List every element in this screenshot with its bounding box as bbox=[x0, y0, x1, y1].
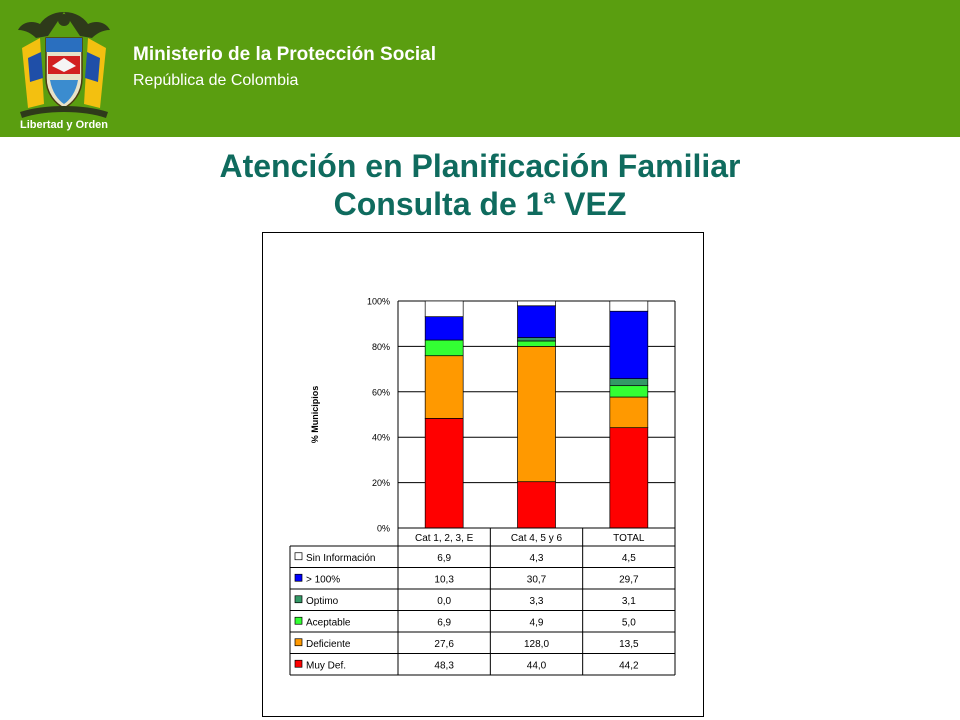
legend-label: Aceptable bbox=[306, 617, 351, 628]
data-value-label: 44,0 bbox=[527, 660, 547, 671]
legend-swatch bbox=[294, 659, 303, 668]
data-value-label: 3,1 bbox=[622, 596, 636, 607]
bar-segment bbox=[424, 339, 464, 357]
x-category-label: TOTAL bbox=[613, 533, 645, 544]
bar-segment bbox=[517, 337, 556, 342]
bar-segment bbox=[609, 300, 649, 312]
y-tick-label: 60% bbox=[372, 387, 390, 397]
legend-swatch bbox=[294, 552, 303, 561]
data-value-label: 29,7 bbox=[619, 574, 639, 585]
data-value-label: 13,5 bbox=[619, 639, 639, 650]
bar-segment bbox=[609, 310, 649, 379]
legend-label: Optimo bbox=[306, 596, 339, 607]
data-value-label: 48,3 bbox=[434, 660, 454, 671]
bar-segment bbox=[609, 385, 649, 398]
ministry-name: Ministerio de la Protección Social bbox=[133, 44, 437, 65]
legend-swatch bbox=[294, 573, 303, 582]
header-banner: Libertad y Orden Ministerio de la Protec… bbox=[0, 0, 960, 137]
data-value-label: 10,3 bbox=[434, 574, 454, 585]
bar-segment bbox=[517, 305, 556, 338]
bar-segment bbox=[424, 316, 464, 341]
data-value-label: 4,3 bbox=[530, 553, 544, 564]
page-title-line1: Atención en Planificación Familiar bbox=[219, 148, 741, 184]
stacked-bar-chart: 0% 20% 40% 60% 80% 100% % Municipios Cat 1, 2, … bbox=[289, 297, 676, 676]
legend-label: Sin Información bbox=[306, 553, 375, 564]
legend-swatch bbox=[294, 638, 303, 647]
legend-label: > 100% bbox=[306, 574, 340, 585]
bar-segment bbox=[609, 427, 649, 529]
data-value-label: 5,0 bbox=[622, 617, 636, 628]
legend-swatch bbox=[294, 616, 303, 625]
y-tick-label: 100% bbox=[367, 297, 390, 307]
data-value-label: 0,0 bbox=[437, 596, 451, 607]
data-value-label: 3,3 bbox=[530, 596, 544, 607]
x-category-label: Cat 4, 5 y 6 bbox=[511, 533, 563, 544]
y-axis-label: % Municipios bbox=[310, 386, 320, 444]
bar-segment bbox=[517, 300, 556, 307]
bar-segment bbox=[517, 346, 556, 483]
x-category-label: Cat 1, 2, 3, E bbox=[415, 533, 474, 544]
data-value-label: 44,2 bbox=[619, 660, 639, 671]
data-value-label: 27,6 bbox=[434, 639, 454, 650]
bar-segment bbox=[517, 340, 556, 347]
data-value-label: 30,7 bbox=[527, 574, 547, 585]
data-value-label: 6,9 bbox=[437, 617, 451, 628]
colombia-coat-of-arms-icon: Libertad y Orden bbox=[18, 12, 110, 131]
bar-segment bbox=[424, 418, 464, 529]
bar-segment bbox=[424, 355, 464, 419]
data-value-label: 128,0 bbox=[524, 639, 549, 650]
y-tick-label: 80% bbox=[372, 342, 390, 352]
y-tick-label: 40% bbox=[372, 433, 390, 443]
y-tick-label: 20% bbox=[372, 478, 390, 488]
bar-segment bbox=[517, 481, 556, 529]
data-value-label: 6,9 bbox=[437, 553, 451, 564]
page-title-line2: Consulta de 1ª VEZ bbox=[333, 186, 627, 222]
republic-name: República de Colombia bbox=[133, 72, 299, 89]
y-tick-label: 0% bbox=[377, 524, 390, 534]
chart-frame: 0% 20% 40% 60% 80% 100% % Municipios Cat 1, 2, … bbox=[262, 232, 704, 717]
bar-segment bbox=[609, 396, 649, 429]
bar-segment bbox=[609, 378, 649, 387]
legend-label: Muy Def. bbox=[306, 660, 346, 671]
bar-segment bbox=[424, 300, 464, 318]
motto-text: Libertad y Orden bbox=[20, 119, 108, 131]
data-value-label: 4,5 bbox=[622, 553, 636, 564]
legend-swatch bbox=[294, 595, 303, 604]
data-value-label: 4,9 bbox=[530, 617, 544, 628]
legend-label: Deficiente bbox=[306, 639, 351, 650]
